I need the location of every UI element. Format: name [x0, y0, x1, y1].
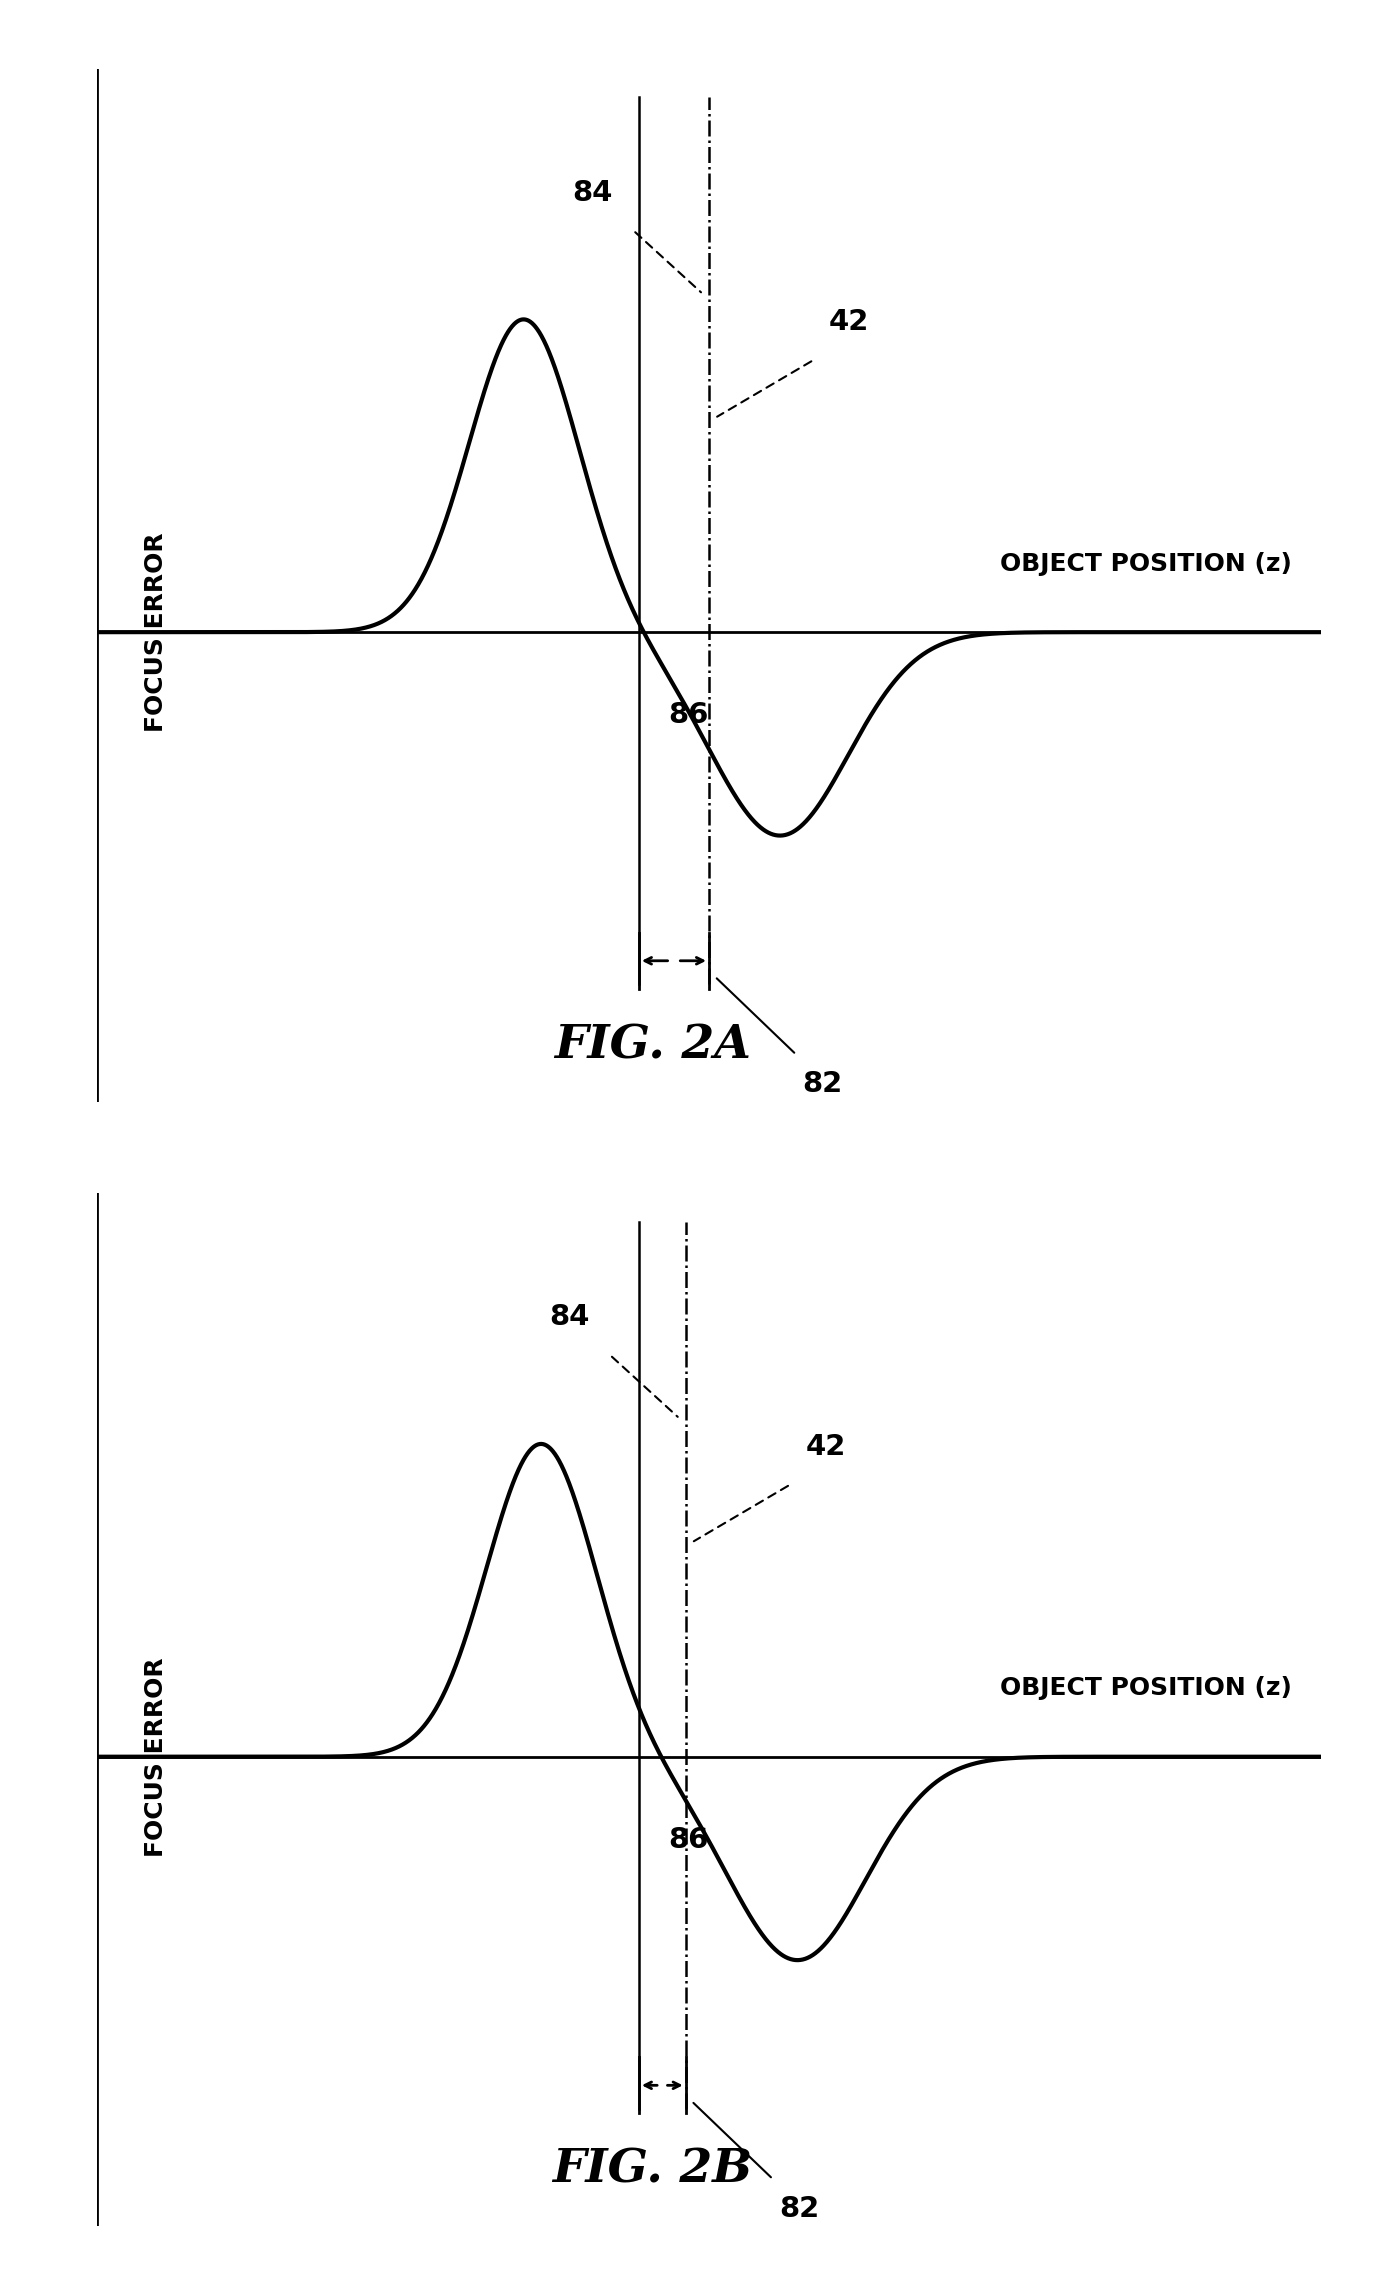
- Text: FOCUS ERROR: FOCUS ERROR: [143, 1657, 168, 1857]
- Text: FIG. 2A: FIG. 2A: [553, 1021, 751, 1067]
- Text: 86: 86: [669, 1825, 709, 1854]
- Text: 84: 84: [549, 1304, 589, 1331]
- Text: 84: 84: [573, 179, 613, 207]
- Text: OBJECT POSITION (z): OBJECT POSITION (z): [999, 551, 1291, 576]
- Text: 42: 42: [828, 308, 869, 337]
- Text: 86: 86: [669, 700, 709, 730]
- Text: 82: 82: [802, 1069, 842, 1099]
- Text: FOCUS ERROR: FOCUS ERROR: [143, 532, 168, 732]
- Text: 82: 82: [778, 2194, 819, 2224]
- Text: OBJECT POSITION (z): OBJECT POSITION (z): [999, 1675, 1291, 1701]
- Text: 42: 42: [805, 1432, 845, 1462]
- Text: FIG. 2B: FIG. 2B: [552, 2146, 752, 2192]
